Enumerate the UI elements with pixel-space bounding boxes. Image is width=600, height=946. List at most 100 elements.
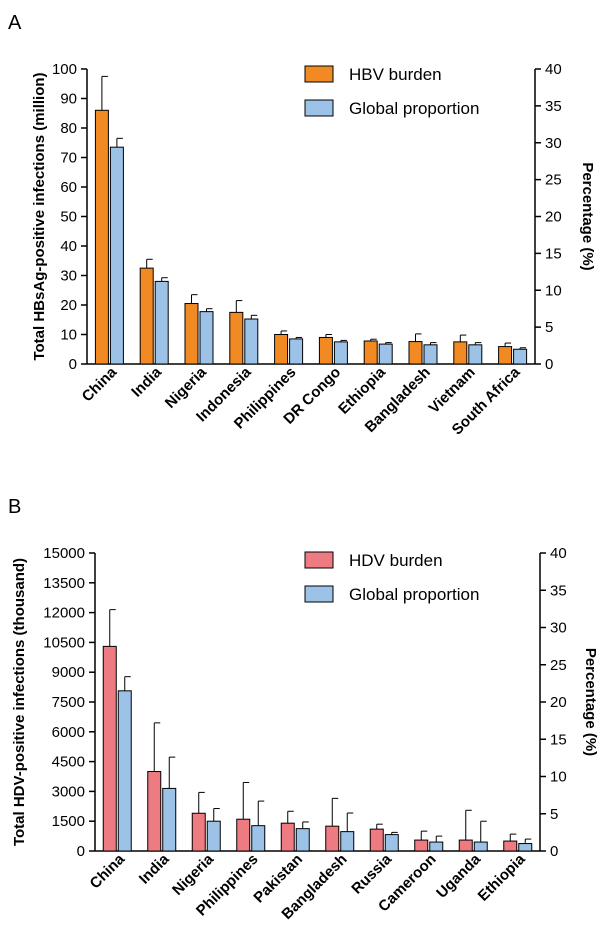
proportion-bar bbox=[384, 834, 399, 852]
burden-bar bbox=[408, 341, 423, 365]
left-tick-label: 15000 bbox=[43, 545, 85, 562]
legend-swatch bbox=[304, 65, 334, 83]
left-tick-label: 3000 bbox=[52, 783, 85, 800]
left-tick-label: 10 bbox=[60, 327, 77, 344]
right-tick-label: 5 bbox=[545, 319, 553, 336]
burden-bar bbox=[458, 839, 473, 852]
left-tick-label: 9000 bbox=[52, 664, 85, 681]
burden-bar bbox=[453, 341, 468, 365]
burden-bar bbox=[139, 267, 154, 365]
burden-bar bbox=[236, 818, 251, 852]
right-axis-title: Percentage (%) bbox=[579, 162, 596, 270]
category-label: China bbox=[79, 363, 121, 405]
proportion-bar bbox=[295, 828, 310, 852]
legend-label: HDV burden bbox=[349, 551, 443, 570]
proportion-bar bbox=[340, 831, 355, 852]
right-axis-title: Percentage (%) bbox=[582, 648, 599, 756]
left-tick-label: 40 bbox=[60, 238, 77, 255]
proportion-bar bbox=[473, 841, 488, 852]
right-tick-label: 5 bbox=[550, 806, 558, 823]
category-label: India bbox=[128, 363, 165, 400]
proportion-bar bbox=[117, 690, 132, 852]
burden-bar bbox=[414, 839, 429, 852]
category-label: Ethiopia bbox=[475, 850, 529, 904]
left-tick-label: 0 bbox=[69, 356, 77, 373]
category-label: India bbox=[136, 850, 173, 887]
burden-bar bbox=[280, 822, 295, 852]
left-tick-label: 1500 bbox=[52, 813, 85, 830]
legend-swatch bbox=[304, 551, 334, 569]
proportion-bar bbox=[244, 318, 259, 365]
legend-swatch bbox=[304, 585, 334, 603]
right-tick-label: 30 bbox=[550, 620, 567, 637]
right-tick-label: 15 bbox=[550, 731, 567, 748]
right-tick-label: 35 bbox=[545, 98, 562, 115]
burden-bar bbox=[325, 825, 340, 852]
left-tick-label: 100 bbox=[52, 61, 77, 78]
left-tick-label: 20 bbox=[60, 297, 77, 314]
proportion-bar bbox=[429, 841, 444, 852]
proportion-bar bbox=[206, 820, 221, 852]
right-tick-label: 40 bbox=[545, 61, 562, 78]
burden-bar bbox=[94, 109, 109, 365]
burden-bar bbox=[184, 303, 199, 365]
burden-bar bbox=[147, 771, 162, 852]
proportion-bar bbox=[423, 344, 438, 365]
right-tick-label: 30 bbox=[545, 135, 562, 152]
left-tick-label: 4500 bbox=[52, 754, 85, 771]
burden-bar bbox=[274, 334, 289, 365]
panel-b-letter: B bbox=[8, 496, 21, 518]
left-tick-label: 80 bbox=[60, 120, 77, 137]
burden-bar bbox=[229, 311, 244, 365]
proportion-bar bbox=[109, 146, 124, 365]
burden-bar bbox=[503, 840, 518, 852]
right-tick-label: 0 bbox=[550, 843, 558, 860]
burden-bar bbox=[191, 812, 206, 852]
proportion-bar bbox=[251, 825, 266, 852]
right-tick-label: 20 bbox=[545, 209, 562, 226]
left-tick-label: 50 bbox=[60, 209, 77, 226]
category-label: China bbox=[87, 850, 129, 892]
left-tick-label: 90 bbox=[60, 91, 77, 108]
proportion-bar bbox=[378, 343, 393, 365]
proportion-bar bbox=[199, 311, 214, 365]
proportion-bar bbox=[513, 348, 528, 365]
left-tick-label: 30 bbox=[60, 268, 77, 285]
burden-bar bbox=[498, 346, 513, 365]
legend-label: Global proportion bbox=[349, 585, 479, 604]
left-axis-title: Total HDV-positive infections (thousand) bbox=[11, 558, 28, 846]
right-tick-label: 35 bbox=[550, 582, 567, 599]
right-tick-label: 0 bbox=[545, 356, 553, 373]
legend-label: Global proportion bbox=[349, 99, 479, 118]
right-tick-label: 25 bbox=[545, 172, 562, 189]
burden-bar bbox=[318, 336, 333, 365]
legend-label: HBV burden bbox=[349, 65, 442, 84]
panel-a-letter: A bbox=[8, 12, 22, 34]
left-tick-label: 60 bbox=[60, 179, 77, 196]
burden-bar bbox=[369, 828, 384, 852]
left-tick-label: 12000 bbox=[43, 605, 85, 622]
left-tick-label: 70 bbox=[60, 150, 77, 167]
panel-b-chart: B 0 1500 3000 4500 6000 7500 9000 10500 12000 135… bbox=[8, 496, 599, 923]
left-tick-label: 7500 bbox=[52, 694, 85, 711]
proportion-bar bbox=[289, 338, 304, 365]
left-axis-title: Total HBsAg-positive infections (million… bbox=[31, 72, 48, 360]
proportion-bar bbox=[518, 843, 533, 852]
right-tick-label: 10 bbox=[545, 282, 562, 299]
right-tick-label: 15 bbox=[545, 245, 562, 262]
right-tick-label: 25 bbox=[550, 657, 567, 674]
burden-bar bbox=[102, 645, 117, 852]
left-tick-label: 0 bbox=[77, 843, 85, 860]
proportion-bar bbox=[468, 344, 483, 365]
proportion-bar bbox=[154, 280, 169, 365]
right-tick-label: 40 bbox=[550, 545, 567, 562]
burden-bar bbox=[363, 340, 378, 365]
left-tick-label: 6000 bbox=[52, 724, 85, 741]
panel-a-chart: A 0 10 20 30 40 50 60 70 80 90 100 0 5 10 15 20 25 30 35 40… bbox=[8, 12, 596, 438]
left-tick-label: 13500 bbox=[43, 575, 85, 592]
legend-swatch bbox=[304, 99, 334, 117]
proportion-bar bbox=[162, 787, 177, 852]
right-tick-label: 20 bbox=[550, 694, 567, 711]
right-tick-label: 10 bbox=[550, 769, 567, 786]
